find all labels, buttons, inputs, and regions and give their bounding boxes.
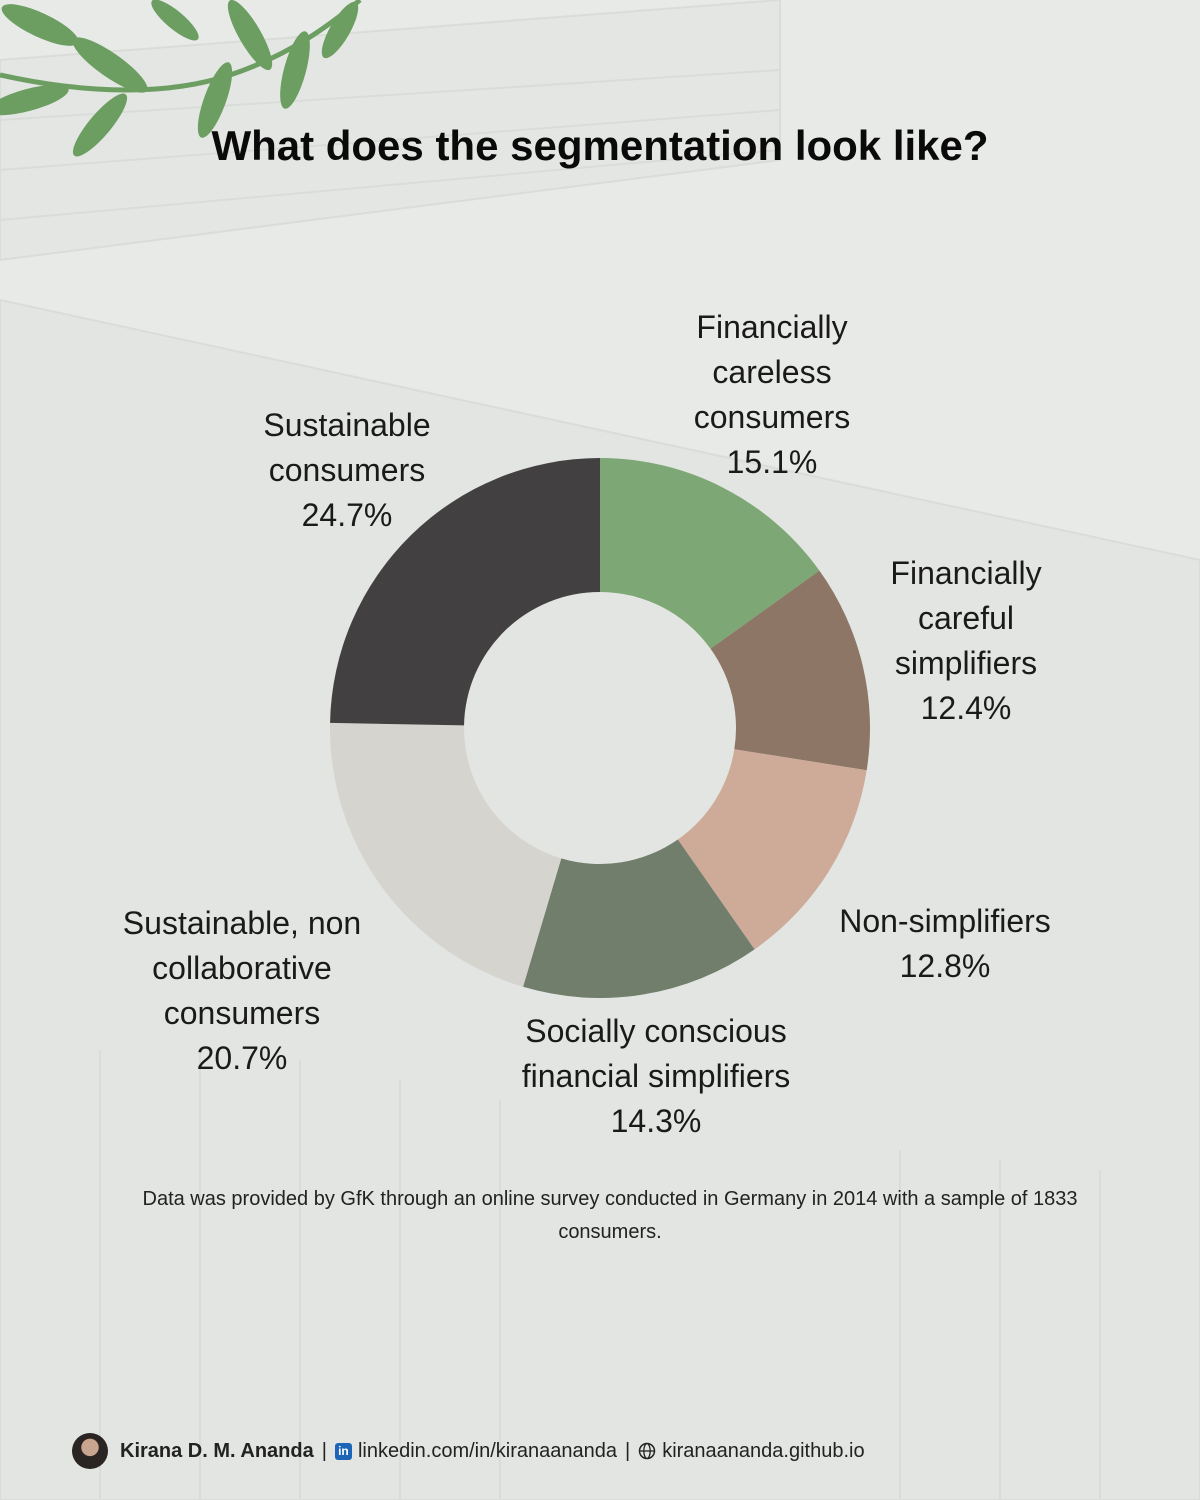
- page-title: What does the segmentation look like?: [211, 122, 989, 169]
- slice-label: Financially careful simplifiers 12.4%: [890, 551, 1041, 731]
- slice-label: Sustainable consumers 24.7%: [263, 403, 430, 538]
- donut-slice: [677, 749, 867, 950]
- slice-value: 15.1%: [726, 444, 818, 480]
- slice-value: 12.8%: [899, 948, 991, 984]
- slice-label: Sustainable, non collaborative consumers…: [123, 901, 361, 1081]
- slice-value: 14.3%: [610, 1103, 702, 1139]
- slice-category: Sustainable, non collaborative consumers: [122, 905, 362, 1031]
- slice-category: Financially careful simplifiers: [890, 555, 1042, 681]
- slice-category: Sustainable consumers: [263, 407, 431, 488]
- leaf-branch-icon: [0, 0, 362, 157]
- slice-category: Financially careless consumers: [693, 309, 851, 435]
- globe-icon: [638, 1442, 656, 1460]
- donut-slice: [330, 458, 600, 726]
- slice-value: 24.7%: [301, 497, 393, 533]
- linkedin-link[interactable]: linkedin.com/in/kiranaananda: [357, 1439, 617, 1462]
- donut-slice: [330, 722, 562, 987]
- avatar: [72, 1433, 108, 1469]
- slice-category: Socially conscious financial simplifiers: [521, 1013, 791, 1094]
- website-link[interactable]: kiranaananda.github.io: [662, 1439, 865, 1462]
- donut-slice: [710, 570, 870, 771]
- separator: |: [625, 1439, 631, 1462]
- linkedin-icon: in: [334, 1442, 352, 1460]
- slice-label: Non-simplifiers 12.8%: [839, 899, 1051, 989]
- slice-label: Socially conscious financial simplifiers…: [522, 1009, 791, 1144]
- slice-label: Financially careless consumers 15.1%: [694, 305, 851, 485]
- donut-slice: [523, 839, 755, 998]
- slice-value: 20.7%: [196, 1040, 288, 1076]
- donut-slice: [600, 458, 820, 649]
- slice-category: Non-simplifiers: [839, 903, 1051, 939]
- slice-value: 12.4%: [920, 690, 1012, 726]
- author-name: Kirana D. M. Ananda: [120, 1439, 314, 1462]
- footer: Kirana D. M. Ananda | in linkedin.com/in…: [72, 1432, 865, 1470]
- data-source-note: Data was provided by GfK through an onli…: [142, 1188, 1078, 1243]
- separator: |: [321, 1439, 327, 1462]
